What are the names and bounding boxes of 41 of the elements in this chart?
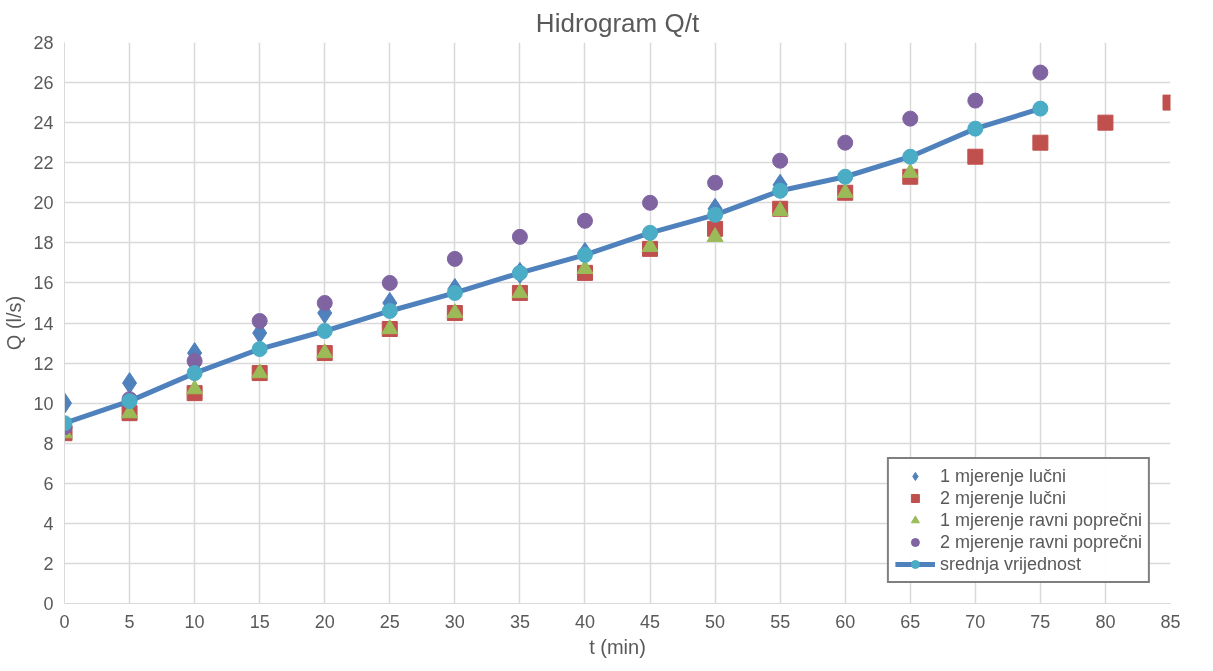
x-tick-label: 55 <box>770 611 791 632</box>
x-axis-title: t (min) <box>589 635 646 658</box>
x-tick-label: 70 <box>965 611 986 632</box>
x-tick-label: 50 <box>705 611 726 632</box>
x-tick-label: 75 <box>1030 611 1051 632</box>
legend-label: 2 mjerenje lučni <box>939 487 1066 509</box>
x-tick-label: 15 <box>249 611 270 632</box>
y-tick-label: 22 <box>33 153 54 174</box>
y-tick-label: 2 <box>43 553 54 574</box>
y-tick-label: 14 <box>33 313 54 334</box>
y-tick-label: 24 <box>33 113 54 134</box>
y-tick-label: 26 <box>33 73 54 94</box>
y-axis-title: Q (l/s) <box>3 295 26 351</box>
x-tick-label: 40 <box>574 611 595 632</box>
chart-title: Hidrogram Q/t <box>535 7 700 38</box>
x-tick-label: 30 <box>444 611 465 632</box>
y-tick-label: 20 <box>33 193 54 214</box>
x-tick-label: 20 <box>314 611 335 632</box>
legend-label: 1 mjerenje ravni poprečni <box>939 509 1142 531</box>
y-tick-label: 28 <box>33 33 54 53</box>
x-tick-label: 80 <box>1095 611 1116 632</box>
x-tick-label: 10 <box>184 611 205 632</box>
y-tick-label: 12 <box>33 353 54 374</box>
y-tick-label: 8 <box>43 433 54 454</box>
x-tick-label: 45 <box>640 611 661 632</box>
x-tick-label: 65 <box>900 611 921 632</box>
x-tick-label: 0 <box>59 611 70 632</box>
y-tick-label: 0 <box>43 594 54 614</box>
x-tick-label: 35 <box>509 611 530 632</box>
y-tick-label: 6 <box>43 473 54 494</box>
x-tick-label: 60 <box>835 611 856 632</box>
y-tick-label: 16 <box>33 273 54 294</box>
legend-label: 1 mjerenje lučni <box>939 465 1066 487</box>
y-tick-label: 18 <box>33 233 54 254</box>
x-tick-label: 25 <box>379 611 400 632</box>
legend-label: srednja vrijednost <box>939 553 1081 575</box>
x-tick-label: 5 <box>124 611 135 632</box>
x-tick-label: 85 <box>1160 611 1181 632</box>
y-tick-label: 4 <box>43 513 54 534</box>
y-tick-label: 10 <box>33 393 54 414</box>
legend-label: 2 mjerenje ravni poprečni <box>939 531 1142 553</box>
